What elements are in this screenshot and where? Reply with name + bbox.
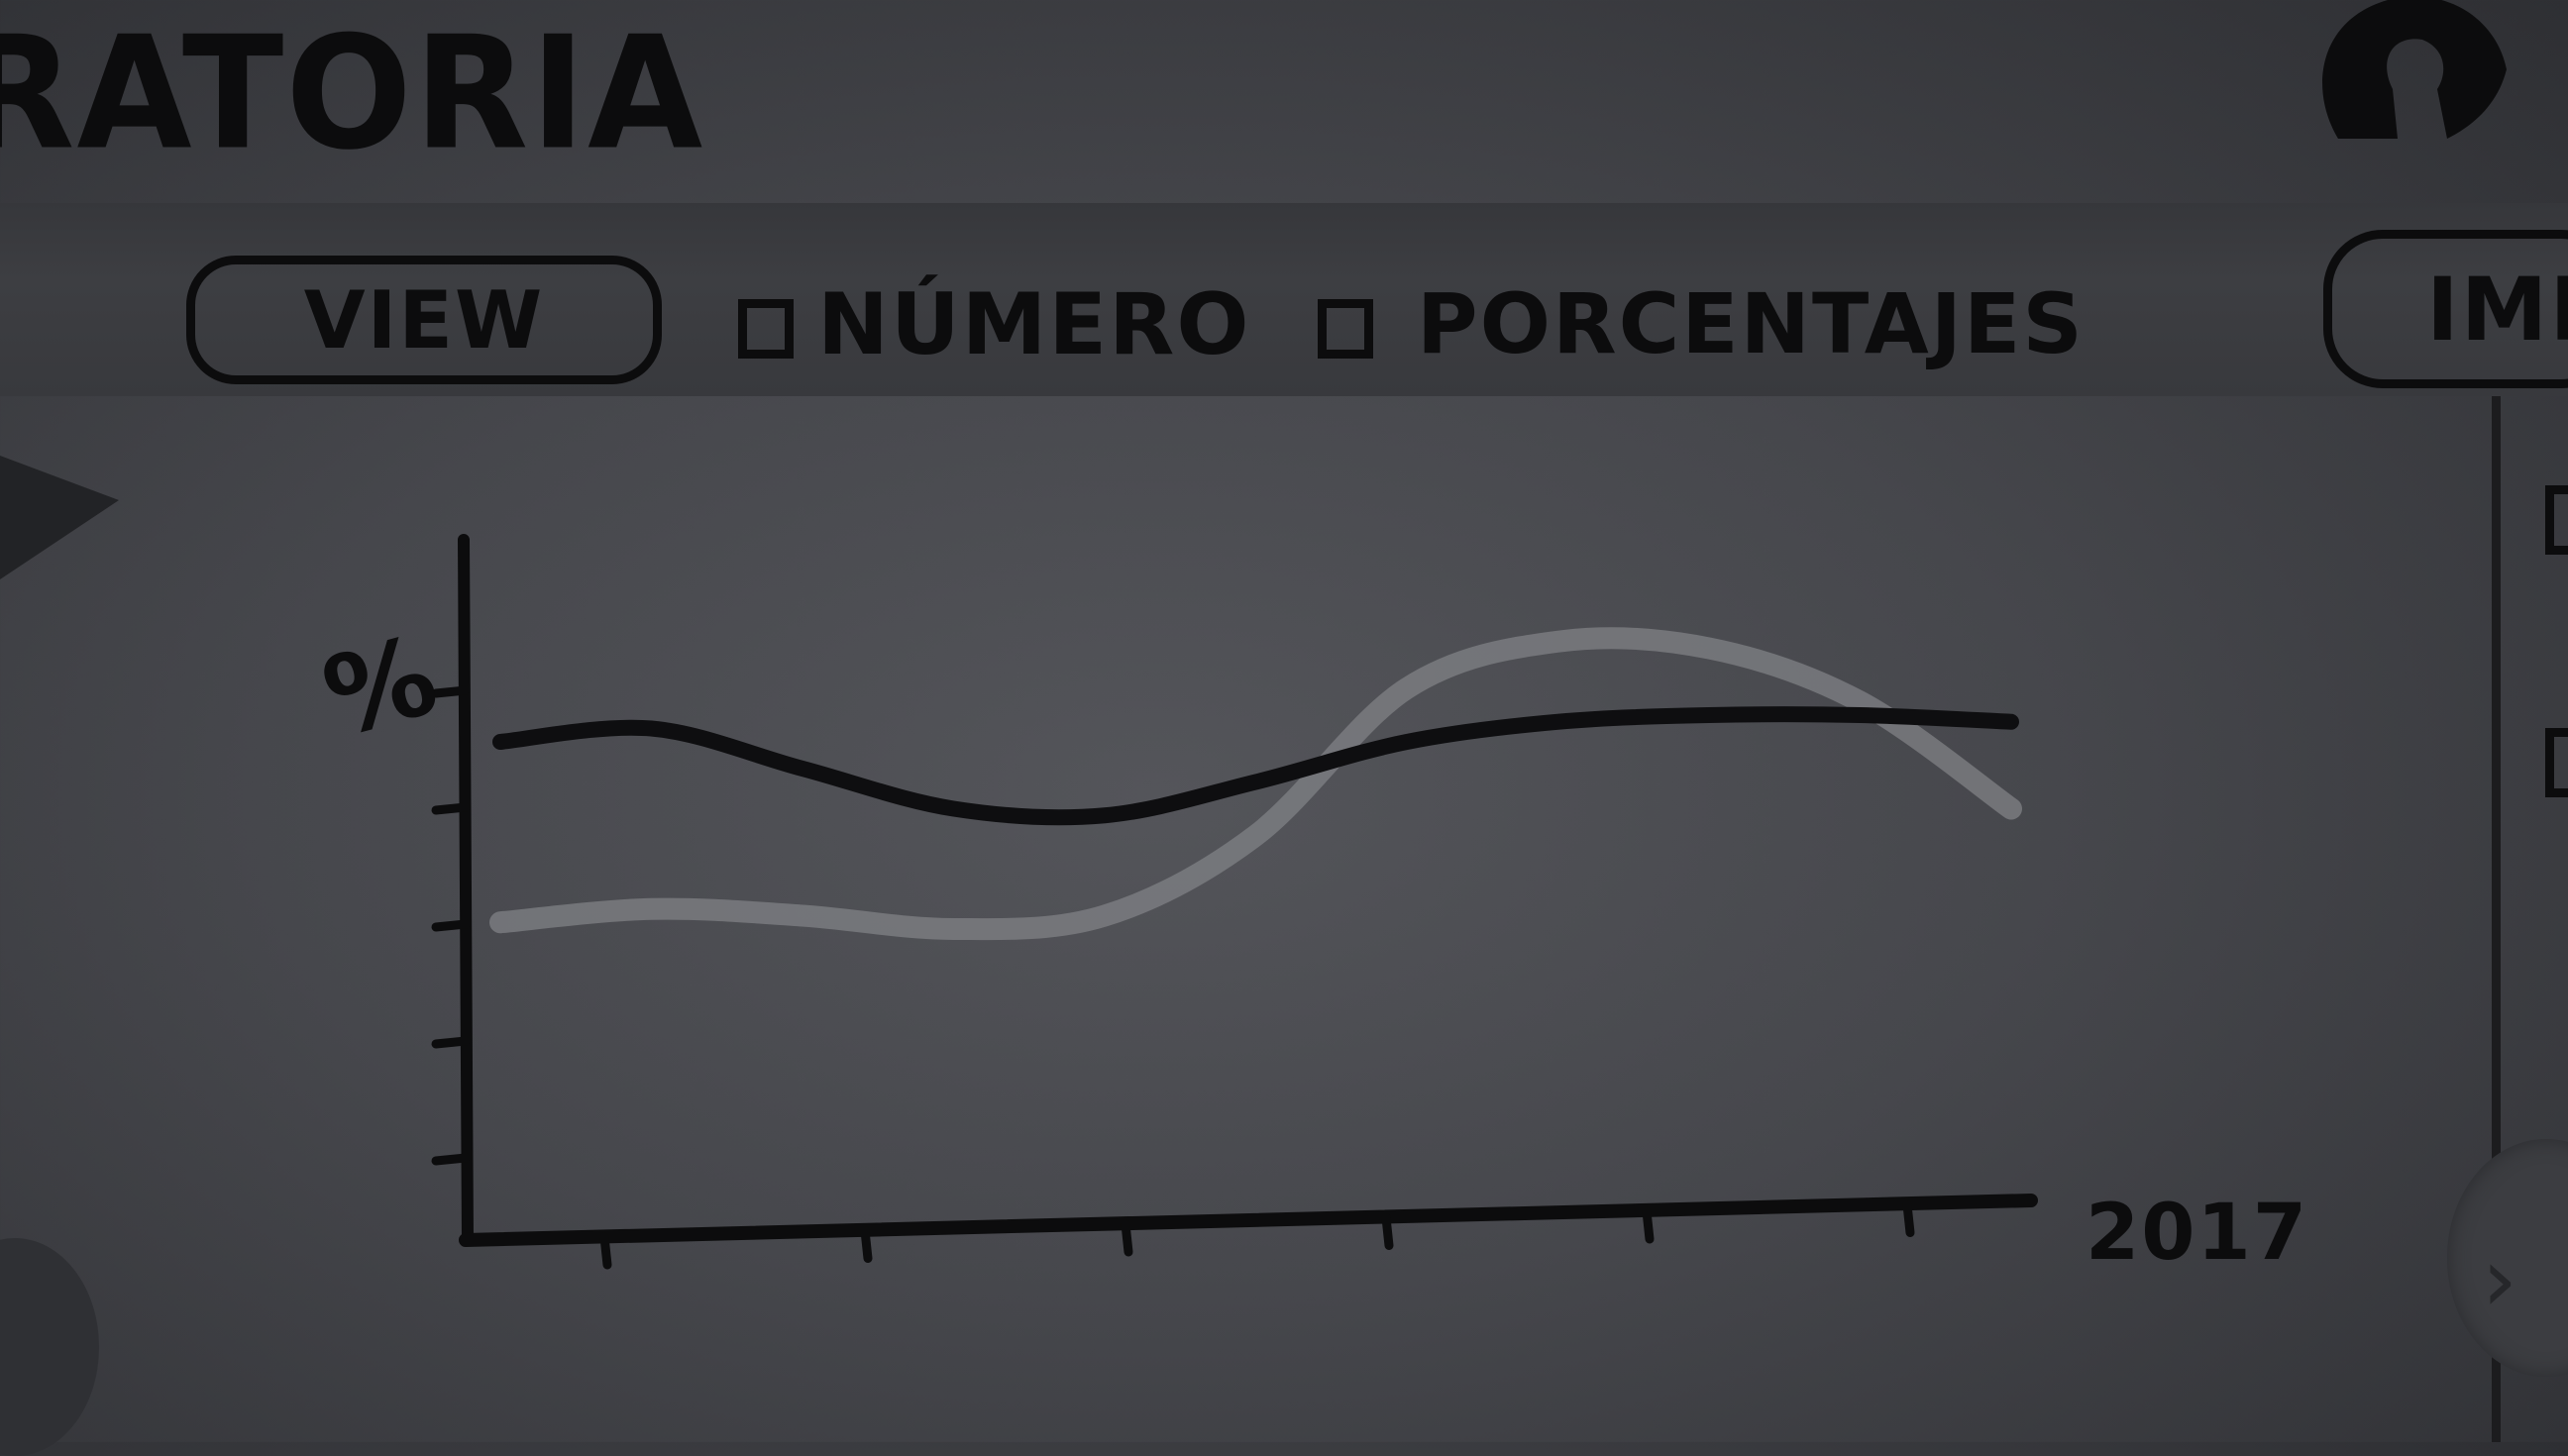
right-panel: [2492, 396, 2568, 1442]
imp-button[interactable]: IMP: [2323, 230, 2568, 388]
x-axis: [459, 1194, 2038, 1247]
y-tick: [431, 685, 471, 698]
x-ticks: [599, 1200, 1915, 1270]
user-avatar-icon[interactable]: [2299, 0, 2516, 158]
imp-button-label: IMP: [2426, 259, 2568, 361]
chevron-right-icon: ›: [2482, 1228, 2517, 1332]
sidebar-toggle-arrow-icon[interactable]: [0, 436, 129, 594]
numero-label: NÚMERO: [817, 275, 1251, 374]
porcentajes-label: PORCENTAJES: [1417, 275, 2085, 372]
y-tick-label-percent: %: [311, 611, 450, 762]
app-title: RATORIA: [0, 3, 705, 185]
x-tick: [1642, 1206, 1655, 1244]
y-tick: [431, 1153, 471, 1166]
series-line-dark: [492, 706, 2019, 826]
series-line-light: [489, 627, 2022, 941]
numero-checkbox[interactable]: [738, 299, 794, 359]
x-tick: [1902, 1200, 1915, 1237]
x-tick: [1381, 1213, 1394, 1250]
y-tick: [431, 919, 471, 932]
porcentajes-checkbox[interactable]: [1318, 299, 1373, 359]
x-axis-end-label: 2017: [2086, 1189, 2309, 1278]
panel-checkbox[interactable]: [2545, 485, 2568, 555]
y-axis: [458, 534, 474, 1246]
view-button-label: VIEW: [303, 273, 545, 366]
y-ticks: [431, 685, 471, 1166]
series-layer: [489, 627, 2022, 941]
x-tick: [860, 1226, 873, 1263]
x-tick: [599, 1232, 612, 1270]
view-button[interactable]: VIEW: [186, 256, 662, 384]
y-tick: [431, 1036, 471, 1049]
x-tick: [1121, 1219, 1133, 1257]
y-tick: [431, 802, 471, 815]
panel-checkbox[interactable]: [2545, 728, 2568, 797]
toolbar: [0, 203, 2568, 396]
